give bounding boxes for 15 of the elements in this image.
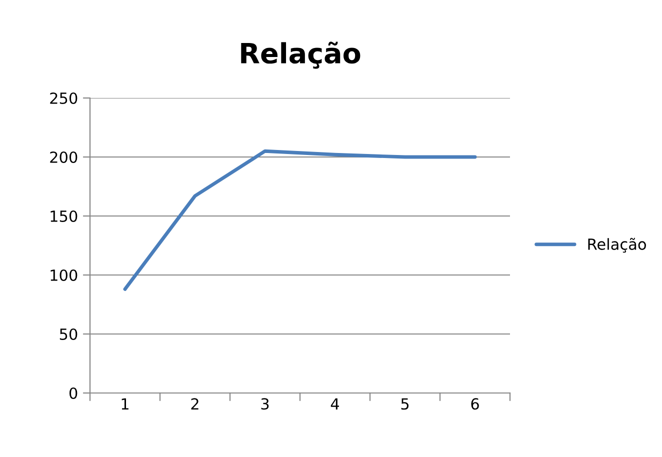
- y-tick-label: 50: [60, 328, 78, 340]
- x-tick-label: 2: [191, 398, 198, 410]
- x-tick-label: 5: [401, 398, 409, 410]
- y-tick-label: 200: [50, 151, 78, 164]
- x-tick-label: 1: [122, 398, 128, 410]
- chart-title: Relação: [241, 42, 360, 69]
- y-tick-label: 100: [50, 269, 78, 282]
- y-tick-label: 150: [50, 210, 78, 222]
- x-tick-label: 4: [330, 398, 340, 410]
- legend-label: Relação: [588, 238, 646, 253]
- y-tick-label: 0: [69, 387, 78, 400]
- line-series: [123, 149, 477, 291]
- x-tick-label: 6: [471, 398, 479, 410]
- y-tick-label: 250: [50, 92, 78, 104]
- x-tick-label: 3: [261, 398, 269, 410]
